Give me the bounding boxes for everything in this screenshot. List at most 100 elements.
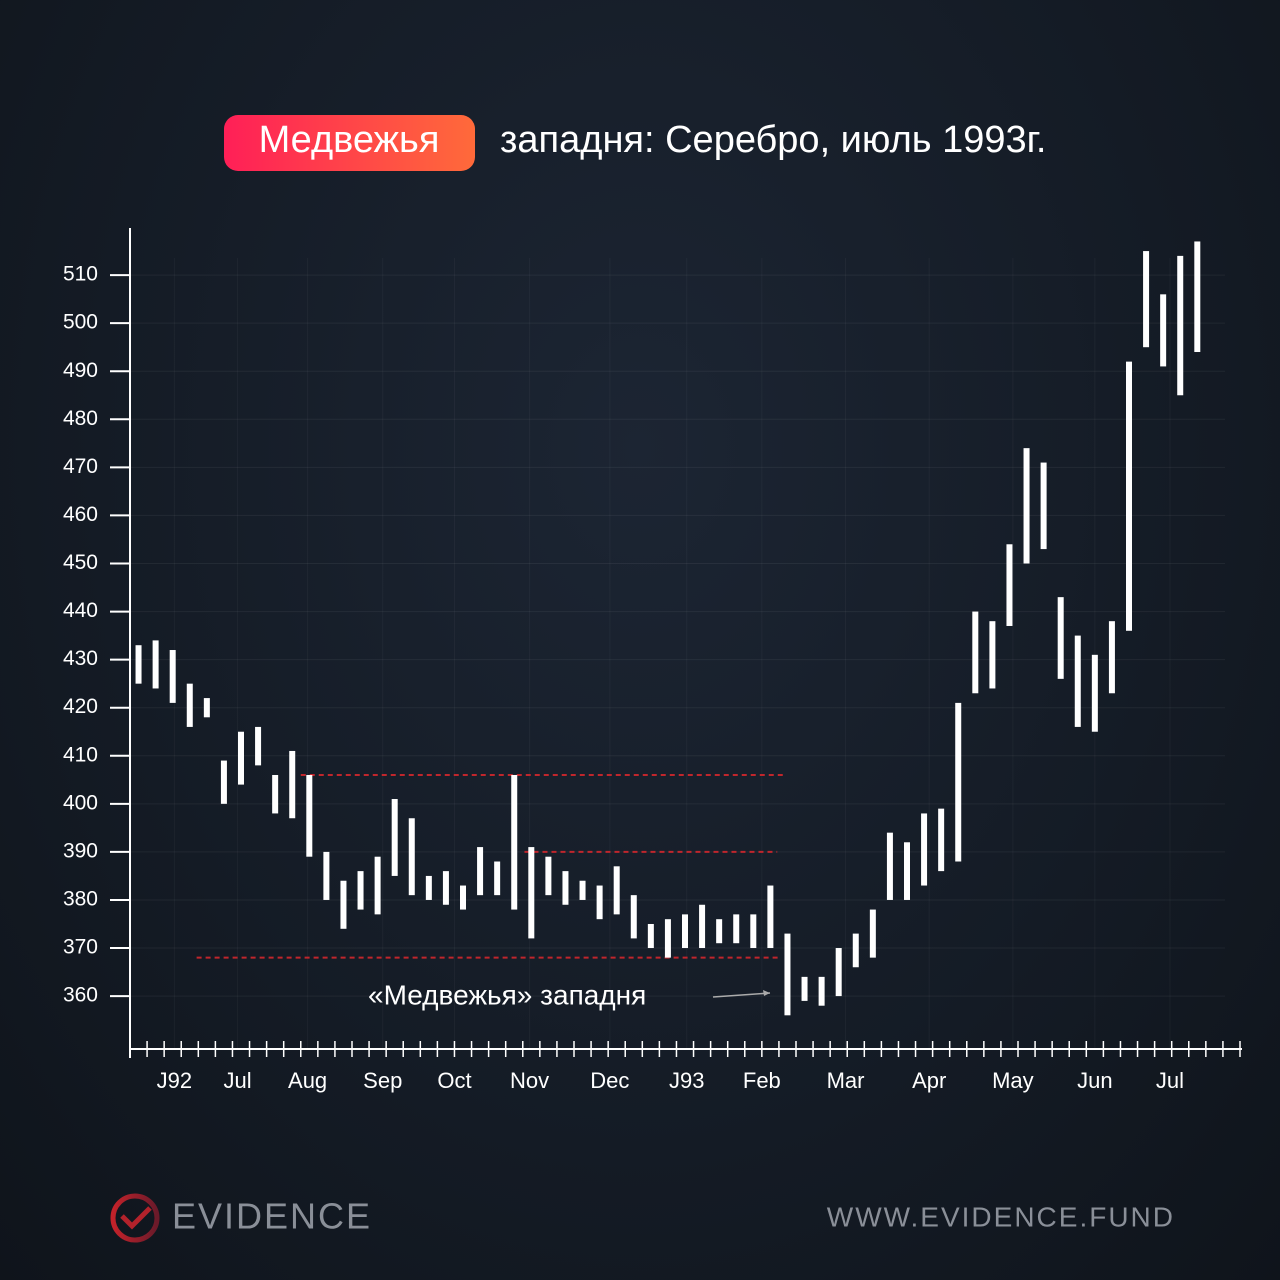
y-tick-label: 370 xyxy=(63,936,98,959)
x-tick-label: Oct xyxy=(437,1068,471,1093)
y-tick-label: 380 xyxy=(63,888,98,911)
price-bar xyxy=(255,726,262,766)
price-bar xyxy=(904,842,910,900)
price-bar xyxy=(152,640,159,689)
annotation-arrow xyxy=(712,992,771,998)
chart-title: западня: Серебро, июль 1993г. xyxy=(500,119,1046,161)
x-tick-label: J92 xyxy=(157,1068,192,1093)
price-bar xyxy=(682,914,688,949)
y-tick-label: 500 xyxy=(63,311,98,334)
price-bar xyxy=(511,774,518,910)
price-bar xyxy=(272,774,279,814)
x-tick-label: May xyxy=(992,1068,1034,1093)
price-bar xyxy=(596,885,603,920)
annotation: «Медвежья» западня xyxy=(368,979,646,1010)
price-bar xyxy=(835,948,842,997)
price-bar xyxy=(801,976,808,1001)
price-bar xyxy=(972,611,979,694)
price-bar xyxy=(989,621,996,689)
price-bar xyxy=(938,808,945,872)
price-bar xyxy=(220,760,227,804)
y-tick-label: 400 xyxy=(63,791,98,814)
x-tick-label: Feb xyxy=(743,1068,781,1093)
price-bar xyxy=(613,866,620,915)
price-bar xyxy=(921,813,928,886)
price-bar xyxy=(818,976,825,1006)
price-bar xyxy=(750,914,757,949)
price-bar xyxy=(699,904,706,949)
x-tick-label: Nov xyxy=(510,1068,549,1093)
price-bar xyxy=(408,818,415,896)
price-bar xyxy=(664,919,671,958)
x-tick-label: Jun xyxy=(1077,1068,1112,1093)
price-bar xyxy=(1194,241,1201,353)
y-tick-label: 480 xyxy=(63,407,98,430)
price-bar xyxy=(579,880,586,900)
price-bar xyxy=(647,923,654,949)
price-bar xyxy=(425,875,432,900)
brand: EVIDENCE xyxy=(172,1196,372,1237)
y-tick-label: 390 xyxy=(63,839,98,862)
logo-check xyxy=(120,1206,152,1230)
y-tick-label: 470 xyxy=(63,455,98,478)
price-bar xyxy=(306,774,313,857)
y-tick-label: 360 xyxy=(63,984,98,1007)
x-tick-label: Jul xyxy=(224,1068,252,1093)
price-bar xyxy=(886,832,893,900)
price-bar xyxy=(442,871,449,905)
price-bar xyxy=(852,933,859,968)
price-bar xyxy=(545,856,552,896)
price-bar xyxy=(203,698,210,718)
price-bar xyxy=(169,650,176,703)
price-bar xyxy=(1023,448,1030,564)
x-tick-label: Dec xyxy=(590,1068,629,1093)
price-bar xyxy=(784,933,791,1016)
price-bar xyxy=(391,799,398,876)
url: WWW.EVIDENCE.FUND xyxy=(827,1201,1175,1232)
price-bar xyxy=(716,919,723,944)
y-tick-label: 410 xyxy=(63,743,98,766)
title-highlight: Медвежья xyxy=(259,119,440,161)
x-tick-label: Mar xyxy=(827,1068,865,1093)
price-bar xyxy=(1108,621,1115,694)
y-tick-label: 460 xyxy=(63,503,98,526)
y-tick-label: 420 xyxy=(63,695,98,718)
y-tick-label: 440 xyxy=(63,599,98,622)
logo-icon xyxy=(110,1193,160,1243)
x-tick-label: Aug xyxy=(288,1068,327,1093)
price-bar xyxy=(1006,544,1013,626)
y-tick-label: 430 xyxy=(63,647,98,670)
price-bar xyxy=(357,871,364,910)
price-bar xyxy=(135,645,142,684)
x-tick-label: J93 xyxy=(669,1068,704,1093)
x-tick-label: Sep xyxy=(363,1068,402,1093)
price-bar xyxy=(733,914,740,944)
price-bar xyxy=(323,851,330,900)
price-bar xyxy=(1040,462,1047,550)
price-bar xyxy=(1143,251,1150,348)
x-tick-label: Apr xyxy=(912,1068,946,1093)
price-bar xyxy=(562,871,569,905)
price-bar xyxy=(340,880,347,929)
price-bar xyxy=(1177,255,1184,396)
y-tick-label: 510 xyxy=(63,263,98,286)
price-bar xyxy=(186,683,193,727)
price-bar xyxy=(869,909,876,958)
price-bar xyxy=(1160,294,1167,367)
y-tick-label: 450 xyxy=(63,551,98,574)
price-bar xyxy=(630,895,637,939)
price-bar xyxy=(1126,361,1132,631)
price-bar xyxy=(494,861,501,896)
price-bar xyxy=(767,885,774,949)
price-bar xyxy=(528,847,535,939)
arrow-head xyxy=(763,990,770,996)
price-bar xyxy=(1074,635,1081,727)
price-bar xyxy=(1091,654,1098,732)
price-bar xyxy=(460,885,466,910)
price-bar xyxy=(289,750,296,819)
price-bar xyxy=(1057,597,1064,679)
price-bar xyxy=(955,702,962,862)
x-tick-label: Jul xyxy=(1156,1068,1184,1093)
